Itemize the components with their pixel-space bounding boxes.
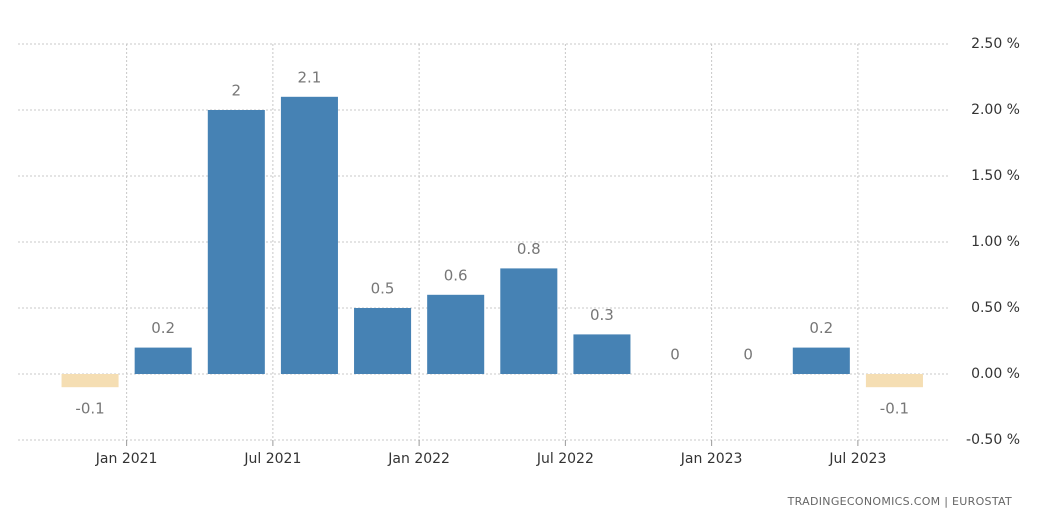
value-label: 2.1	[298, 68, 322, 86]
value-label: 0.2	[151, 319, 175, 337]
x-tick-label: Jan 2023	[680, 451, 743, 467]
bar	[354, 308, 412, 374]
x-tick-label: Jul 2023	[828, 451, 886, 467]
bar	[134, 347, 192, 374]
x-tick-label: Jul 2022	[536, 451, 594, 467]
bar	[427, 294, 485, 374]
bar	[61, 374, 119, 388]
y-tick-label: -0.50 %	[966, 432, 1020, 448]
x-tick-label: Jan 2022	[387, 451, 450, 467]
x-tick-label: Jul 2021	[243, 451, 301, 467]
value-label: 0.3	[590, 306, 614, 324]
bar	[207, 110, 265, 374]
bar	[792, 347, 850, 374]
y-tick-label: 1.50 %	[971, 168, 1020, 184]
bar	[280, 96, 338, 375]
y-tick-label: 0.00 %	[971, 366, 1020, 382]
value-label: 0	[743, 346, 753, 364]
value-label: 0.2	[809, 319, 833, 337]
y-tick-label: 1.00 %	[971, 234, 1020, 250]
bar	[500, 268, 558, 374]
value-label: -0.1	[880, 400, 909, 418]
source: TRADINGECONOMICS.COM | EUROSTAT	[787, 495, 1012, 508]
value-label: 0.6	[444, 266, 468, 284]
y-tick-label: 2.50 %	[971, 36, 1020, 52]
value-label: 2	[232, 82, 242, 100]
value-label: -0.1	[75, 400, 104, 418]
bar	[865, 374, 923, 388]
value-label: 0.8	[517, 240, 541, 258]
bar	[573, 334, 631, 374]
value-label: 0.5	[371, 280, 395, 298]
y-tick-label: 2.00 %	[971, 102, 1020, 118]
x-tick-label: Jan 2021	[95, 451, 158, 467]
y-tick-label: 0.50 %	[971, 300, 1020, 316]
value-label: 0	[670, 346, 680, 364]
